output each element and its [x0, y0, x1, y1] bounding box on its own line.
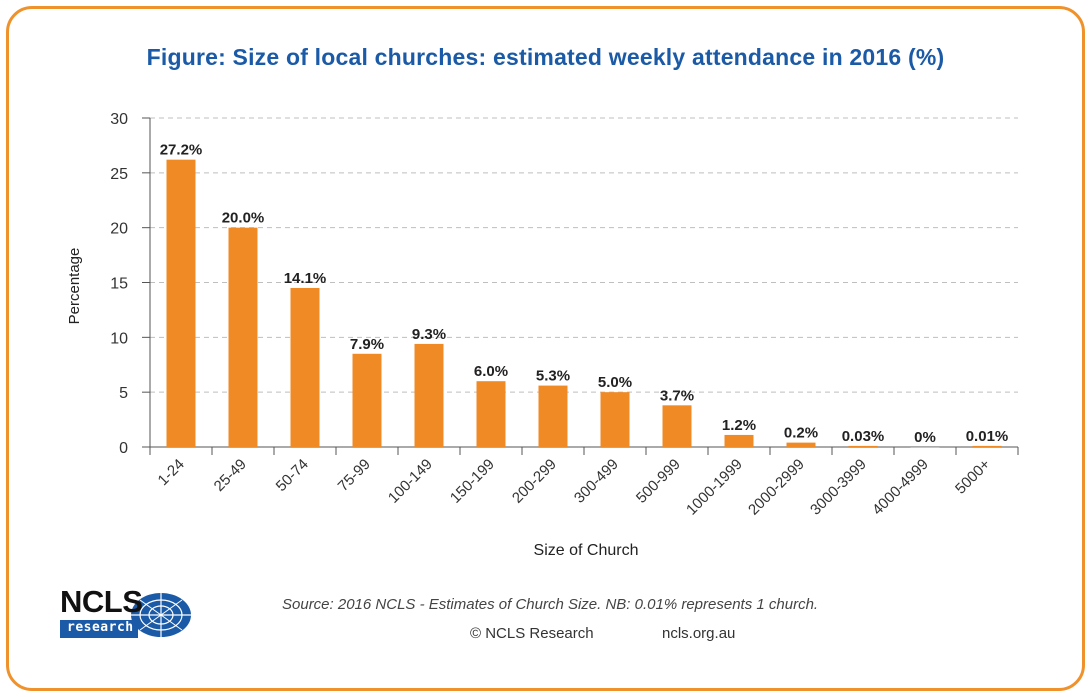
- x-tick-label: 4000-4999: [869, 456, 932, 519]
- x-tick-label: 500-999: [633, 456, 684, 507]
- bar: [972, 445, 1002, 447]
- data-label: 0.2%: [784, 425, 818, 442]
- ncls-logo: NCLS research: [58, 584, 198, 648]
- x-tick-label: 300-499: [571, 456, 622, 507]
- logo-emblem-icon: [60, 593, 191, 638]
- logo-wordmark: NCLS: [60, 584, 143, 619]
- bar: [228, 227, 258, 447]
- data-label: 1.2%: [722, 417, 756, 434]
- data-label: 6.0%: [474, 363, 508, 380]
- y-tick-label: 5: [119, 385, 128, 402]
- source-note: Source: 2016 NCLS - Estimates of Church …: [282, 596, 819, 613]
- data-label: 3.7%: [660, 387, 694, 404]
- data-label: 0%: [914, 429, 936, 446]
- y-tick-label: 0: [119, 440, 128, 457]
- bar: [538, 385, 568, 447]
- bar: [848, 445, 878, 447]
- bar: [600, 392, 630, 447]
- grid-lines: [150, 117, 1018, 393]
- x-axis-label: Size of Church: [534, 542, 639, 559]
- data-label: 27.2%: [160, 142, 203, 159]
- x-tick-label: 5000+: [952, 456, 994, 498]
- y-tick-label: 15: [110, 276, 128, 293]
- y-tick-label: 20: [110, 221, 128, 238]
- chart-title: Figure: Size of local churches: estimate…: [146, 44, 945, 70]
- x-tick-label: 100-149: [385, 456, 436, 507]
- axes: [142, 117, 1019, 455]
- x-tick-label: 1-24: [155, 456, 188, 489]
- data-label: 20.0%: [222, 210, 265, 227]
- x-tick-label: 3000-3999: [807, 456, 870, 519]
- bars: [166, 159, 1002, 448]
- data-label: 0.01%: [966, 428, 1009, 445]
- bar: [910, 447, 940, 448]
- data-labels: 27.2% 20.0% 14.1% 7.9% 9.3% 6.0% 5.3% 5.0% 3.7% 1…: [160, 142, 1009, 446]
- website-link[interactable]: ncls.org.au: [662, 625, 736, 642]
- data-label: 5.0%: [598, 374, 632, 391]
- bar: [414, 343, 444, 447]
- bar: [166, 159, 196, 447]
- x-tick-label: 200-299: [509, 456, 560, 507]
- bar: [290, 287, 320, 447]
- bar: [352, 353, 382, 447]
- bar: [786, 442, 816, 447]
- x-tick-label: 25-49: [211, 456, 250, 495]
- y-tick-label: 10: [110, 330, 128, 347]
- data-label: 0.03%: [842, 428, 885, 445]
- data-label: 14.1%: [284, 270, 327, 287]
- y-tick-label: 25: [110, 166, 128, 183]
- data-label: 9.3%: [412, 326, 446, 343]
- data-label: 7.9%: [350, 336, 384, 353]
- y-axis-label: Percentage: [66, 248, 83, 325]
- x-tick-label: 75-99: [335, 456, 374, 495]
- data-label: 5.3%: [536, 368, 570, 385]
- x-tick-label: 1000-1999: [683, 456, 746, 519]
- bar: [476, 381, 506, 447]
- logo-subtext: research: [67, 620, 134, 635]
- copyright-text: © NCLS Research: [470, 625, 594, 642]
- bar: [662, 405, 692, 447]
- x-tick-label: 150-199: [447, 456, 498, 507]
- y-tick-label: 30: [110, 111, 128, 128]
- bar: [724, 434, 754, 447]
- x-tick-label: 2000-2999: [745, 456, 808, 519]
- x-tick-label: 50-74: [273, 456, 312, 495]
